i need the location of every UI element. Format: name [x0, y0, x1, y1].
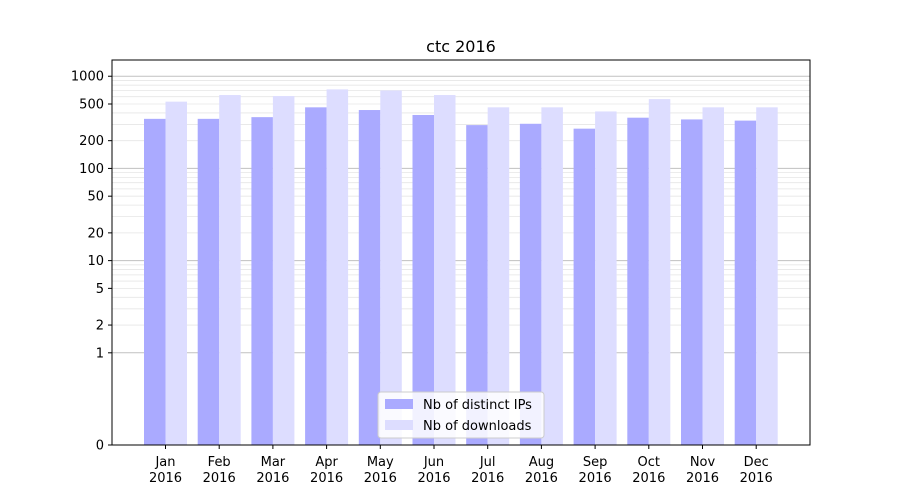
bar-downloads-nov: [702, 107, 724, 446]
x-tick-label-month: Jul: [479, 455, 496, 470]
x-tick-label-year: 2016: [471, 471, 504, 486]
bar-downloads-may: [380, 90, 402, 445]
bar-distinct-ips-jul: [466, 125, 488, 445]
bar-distinct-ips-mar: [251, 117, 273, 446]
x-tick-label-year: 2016: [632, 471, 665, 486]
bar-distinct-ips-oct: [627, 117, 649, 445]
bars-layer: [144, 89, 778, 446]
plot-frame: [111, 59, 811, 446]
y-tick-label: 200: [79, 134, 104, 149]
x-tick-label-month: May: [367, 455, 394, 470]
bar-downloads-jul: [487, 107, 510, 446]
legend-label: Nb of downloads: [423, 419, 532, 434]
legend-label: Nb of distinct IPs: [423, 398, 532, 413]
bar-distinct-ips-jun: [412, 114, 434, 445]
x-tick-label-month: Apr: [315, 455, 338, 470]
bar-distinct-ips-feb: [197, 118, 220, 445]
bar-downloads-apr: [326, 89, 349, 445]
x-tick-label-month: Nov: [690, 455, 716, 470]
x-tick-label-month: Oct: [638, 455, 660, 470]
bar-distinct-ips-jan: [144, 118, 166, 445]
legend-swatch: [385, 420, 413, 430]
y-tick-label: 500: [79, 97, 104, 112]
bar-downloads-jan: [165, 101, 187, 445]
x-tick-label-year: 2016: [203, 471, 236, 486]
bar-downloads-aug: [541, 107, 563, 446]
legend-box: [377, 391, 545, 439]
x-tick-label-year: 2016: [256, 471, 289, 486]
legend: Nb of distinct IPs Nb of downloads: [377, 391, 545, 439]
bar-downloads-dec: [756, 107, 778, 446]
x-tick-label-year: 2016: [686, 471, 719, 486]
x-tick-label-month: Dec: [744, 455, 769, 470]
y-tick-label: 20: [87, 226, 104, 241]
x-tick-label-year: 2016: [740, 471, 773, 486]
legend-swatch: [385, 399, 413, 409]
bar-downloads-oct: [648, 99, 671, 445]
y-tick-label: 1000: [71, 70, 104, 85]
chart-title: ctc 2016: [426, 37, 496, 56]
bar-distinct-ips-nov: [681, 119, 703, 445]
bar-distinct-ips-may: [358, 110, 381, 445]
bar-downloads-jun: [434, 95, 456, 445]
x-tick-label-year: 2016: [364, 471, 397, 486]
x-tick-label-year: 2016: [310, 471, 343, 486]
y-tick-label: 100: [79, 162, 104, 177]
x-tick-label-year: 2016: [579, 471, 612, 486]
x-tick-label-month: Mar: [261, 455, 286, 470]
x-tick-label-month: Feb: [208, 455, 231, 470]
x-tick-label-month: Jan: [154, 455, 175, 470]
x-tick-label-month: Jun: [423, 455, 444, 470]
y-tick-label: 2: [96, 319, 104, 334]
x-tick-label-month: Sep: [583, 455, 608, 470]
bar-distinct-ips-apr: [305, 107, 327, 446]
y-axis: 0 1 2 5 10 20 50 100 200 500 1000: [71, 70, 112, 454]
bar-distinct-ips-dec: [734, 120, 757, 446]
bar-downloads-feb: [219, 95, 241, 445]
y-tick-label: 0: [96, 439, 104, 454]
x-tick-label-year: 2016: [525, 471, 558, 486]
bar-distinct-ips-sep: [573, 128, 596, 445]
x-tick-label-month: Aug: [529, 455, 554, 470]
y-tick-label: 10: [87, 254, 104, 269]
y-tick-label: 5: [96, 282, 104, 297]
y-tick-label: 50: [87, 190, 104, 205]
bar-downloads-sep: [595, 111, 617, 445]
bar-distinct-ips-aug: [519, 123, 542, 445]
x-tick-label-year: 2016: [417, 471, 450, 486]
bar-downloads-mar: [272, 96, 295, 445]
x-axis: Jan2016Feb2016Mar2016Apr2016May2016Jun20…: [149, 445, 773, 486]
x-tick-label-year: 2016: [149, 471, 182, 486]
y-tick-label: 1: [96, 346, 104, 361]
